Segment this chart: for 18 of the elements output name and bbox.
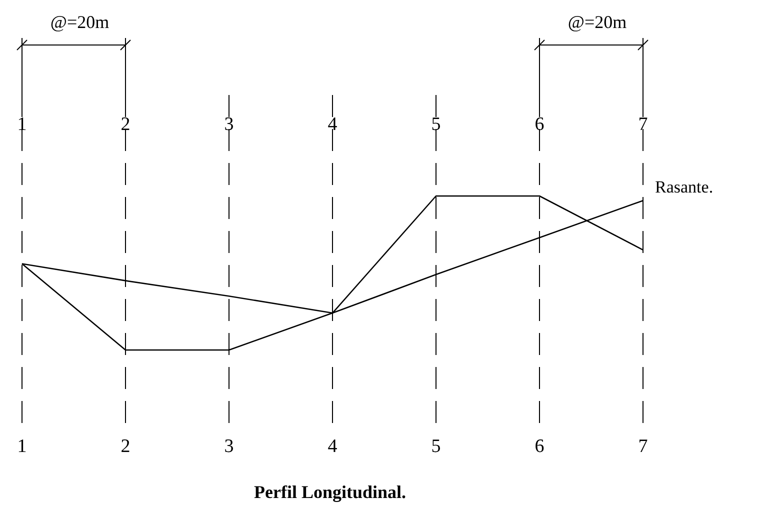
x-tick-label: 3	[224, 114, 234, 135]
x-tick-label: 7	[638, 114, 648, 135]
x-tick-label: 2	[120, 114, 130, 135]
category-label: 2	[120, 436, 130, 457]
category-label: 6	[534, 436, 544, 457]
category-label: 5	[431, 436, 441, 457]
text: Perfil Longitudinal.	[254, 482, 406, 502]
category-label: 3	[224, 436, 234, 457]
x-tick-label: 1	[17, 114, 27, 135]
text: @=20m	[50, 12, 110, 32]
category-label: 4	[328, 436, 338, 457]
category-label: 7	[638, 436, 648, 457]
category-label: 1	[17, 436, 27, 457]
x-tick-label: 5	[431, 114, 441, 135]
text: @=20m	[568, 12, 627, 32]
series-label: Rasante.	[655, 178, 714, 197]
x-tick-label: 6	[534, 114, 544, 135]
x-tick-label: 4	[328, 114, 338, 135]
